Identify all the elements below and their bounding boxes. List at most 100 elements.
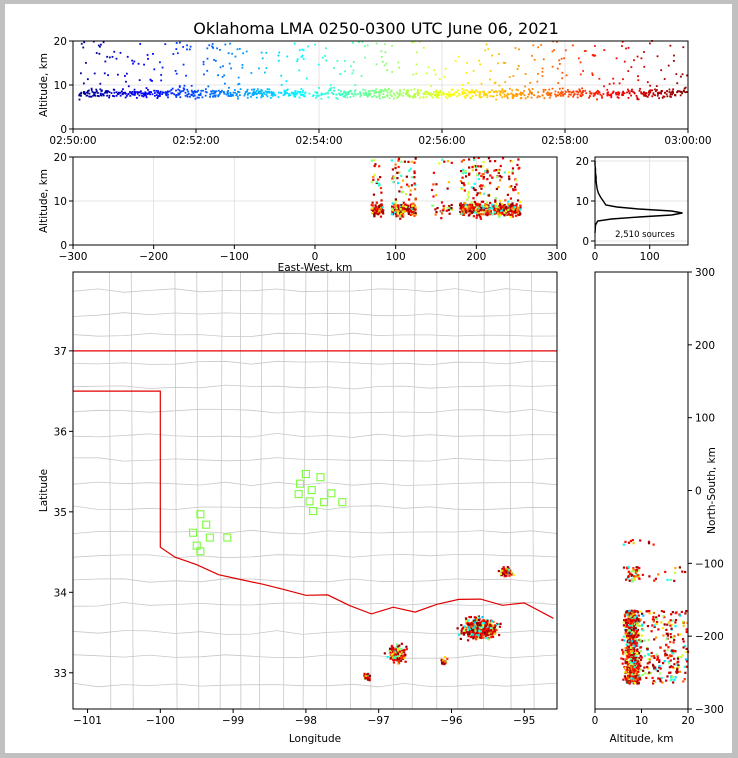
- map-source-point: [443, 663, 446, 666]
- time-height-point: [369, 93, 372, 96]
- time-height-point: [315, 91, 318, 94]
- map-source-point: [493, 630, 497, 633]
- ew-height-point: [507, 205, 510, 208]
- time-height-point: [80, 94, 82, 97]
- ew-height-point: [463, 184, 466, 187]
- ns-alt-point: [660, 676, 663, 680]
- time-height-point: [296, 92, 299, 95]
- histogram-ytick-label: 10: [576, 196, 589, 208]
- time-height-point: [373, 94, 376, 97]
- time-height-point: [618, 92, 621, 94]
- ns-alt-point: [642, 614, 645, 617]
- time-height-point: [325, 59, 328, 62]
- map-source-point: [490, 620, 494, 623]
- county-line: [72, 602, 558, 607]
- map-source-point: [365, 676, 369, 679]
- ew-height-point: [519, 212, 522, 215]
- ns-alt-point: [639, 618, 642, 621]
- time-height-point: [660, 90, 663, 93]
- time-height-point: [530, 96, 533, 99]
- time-height-point: [221, 75, 224, 78]
- ew-height-point: [432, 171, 436, 174]
- time-height-point: [175, 48, 178, 50]
- time-height-point: [140, 90, 142, 93]
- time-height-point: [418, 92, 421, 95]
- time-height-point: [651, 95, 654, 98]
- time-height-point: [97, 44, 100, 47]
- time-height-point: [597, 89, 599, 92]
- time-height-point: [121, 93, 124, 96]
- map-source-point: [502, 566, 505, 569]
- map-xtick-label: −98: [295, 715, 317, 727]
- time-height-point: [385, 89, 388, 92]
- map-source-point: [386, 655, 389, 659]
- time-height-point: [642, 93, 645, 96]
- ns-alt-point: [680, 610, 683, 614]
- ns-alt-point: [646, 624, 650, 628]
- time-height-point: [476, 90, 479, 93]
- ew-height-point: [497, 213, 500, 216]
- ew-height-point: [516, 206, 520, 209]
- time-height-point: [344, 59, 346, 62]
- ew-height-point: [511, 206, 514, 209]
- time-height-point: [108, 56, 111, 59]
- time-height-point: [362, 88, 365, 91]
- time-height-point: [318, 87, 320, 89]
- ew-height-point: [410, 206, 413, 209]
- ns-alt-point: [624, 646, 627, 650]
- ns-alt-point: [626, 636, 630, 639]
- ew-height-point: [377, 207, 381, 210]
- ew-height-point: [514, 209, 517, 212]
- time-height-point: [512, 95, 515, 98]
- ns-alt-point: [634, 680, 637, 684]
- ns-alt-point: [652, 543, 655, 546]
- time-height-point: [330, 91, 333, 94]
- ns-alt-point: [656, 655, 659, 658]
- lma-station: [301, 469, 310, 479]
- ns-alt-point: [673, 663, 676, 666]
- map-source-point: [396, 657, 399, 660]
- time-height-point: [236, 95, 239, 98]
- time-height-point: [565, 91, 567, 93]
- map-source-point: [481, 619, 484, 623]
- time-height-point: [408, 96, 411, 98]
- time-height-point: [142, 92, 145, 95]
- time-height-point: [591, 72, 594, 75]
- ns-alt-point: [657, 614, 661, 617]
- map-source-point: [368, 679, 371, 682]
- ns-alt-point: [669, 659, 672, 662]
- ew-height-point: [446, 206, 449, 209]
- ns-alt-point: [632, 681, 635, 684]
- time-height-point: [198, 96, 200, 99]
- map-source-point: [474, 638, 478, 641]
- time-height-point: [504, 62, 507, 64]
- time-height-point: [161, 66, 164, 69]
- ew-height-point: [413, 171, 416, 175]
- time-height-point: [680, 75, 682, 78]
- ns-alt-point: [665, 628, 668, 631]
- time-height-ytick-label: 20: [54, 36, 67, 48]
- time-height-point: [359, 91, 361, 94]
- ew-height-point: [476, 214, 479, 217]
- ew-height-point: [440, 201, 444, 204]
- time-height-point: [551, 87, 554, 90]
- ew-height-point: [460, 181, 464, 185]
- time-height-point: [527, 93, 530, 96]
- time-height-point: [360, 94, 363, 96]
- ns-alt-point: [627, 615, 630, 618]
- time-height-point: [670, 91, 673, 94]
- time-height-ylabel: Altitude, km: [38, 53, 50, 117]
- time-height-point: [506, 92, 509, 95]
- time-height-point: [95, 52, 98, 54]
- time-height-point: [543, 97, 546, 100]
- ew-height-point: [507, 213, 511, 216]
- map-source-point: [460, 623, 463, 627]
- time-height-point: [205, 91, 208, 94]
- time-height-point: [621, 93, 624, 96]
- ns-alt-point: [628, 678, 631, 681]
- ew-height-point: [432, 195, 435, 198]
- ns-alt-point: [678, 633, 682, 636]
- time-height-point: [386, 94, 389, 96]
- ns-alt-point: [639, 539, 642, 542]
- ns-alt-point: [635, 630, 639, 633]
